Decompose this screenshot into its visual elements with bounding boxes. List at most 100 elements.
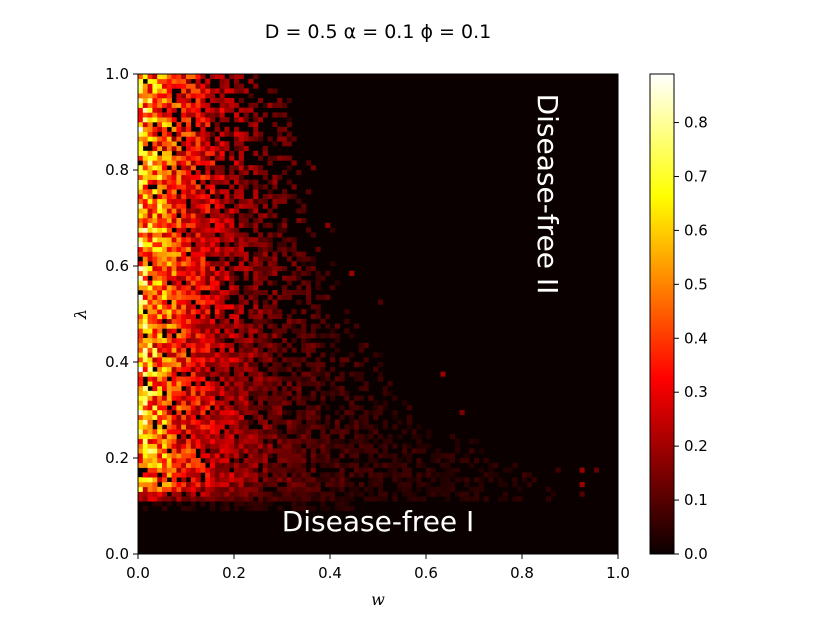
heatmap-cell — [430, 472, 436, 478]
heatmap-cell — [205, 251, 211, 257]
heatmap-cell — [210, 438, 216, 444]
heatmap-cell — [358, 342, 364, 348]
heatmap-cell — [138, 107, 144, 113]
heatmap-cell — [219, 266, 225, 272]
heatmap-cell — [181, 347, 187, 353]
heatmap-cell — [306, 405, 312, 411]
heatmap-cell — [406, 424, 412, 430]
heatmap-cell — [445, 467, 451, 473]
heatmap-cell — [210, 208, 216, 214]
heatmap-cell — [488, 477, 494, 483]
heatmap-cell — [296, 381, 302, 387]
heatmap-cell — [152, 174, 158, 180]
heatmap-cell — [286, 246, 292, 252]
heatmap-cell — [147, 266, 153, 272]
heatmap-cell — [330, 390, 336, 396]
heatmap-cell — [310, 165, 316, 171]
heatmap-cell — [186, 242, 192, 248]
heatmap-cell — [243, 467, 249, 473]
heatmap-cell — [310, 232, 316, 238]
heatmap-cell — [349, 410, 355, 416]
heatmap-cell — [416, 496, 422, 502]
heatmap-cell — [142, 496, 148, 502]
heatmap-cell — [219, 179, 225, 185]
heatmap-cell — [210, 328, 216, 334]
heatmap-cell — [219, 386, 225, 392]
heatmap-cell — [181, 462, 187, 468]
plot-frame — [137, 73, 619, 555]
chart-title: D = 0.5 α = 0.1 ϕ = 0.1 — [265, 21, 491, 43]
heatmap-cell — [301, 501, 307, 507]
heatmap-cell — [334, 376, 340, 382]
heatmap-cell — [162, 477, 168, 483]
heatmap-cell — [315, 486, 321, 492]
heatmap-cell — [277, 112, 283, 118]
heatmap-cell — [296, 458, 302, 464]
heatmap-cell — [195, 270, 201, 276]
heatmap-cell — [330, 328, 336, 334]
heatmap-cell — [344, 501, 350, 507]
heatmap-cell — [214, 136, 220, 142]
heatmap-cell — [267, 189, 273, 195]
heatmap-cell — [200, 333, 206, 339]
heatmap-cell — [243, 362, 249, 368]
heatmap-cell — [253, 218, 259, 224]
heatmap-cell — [579, 482, 585, 488]
heatmap-cell — [142, 290, 148, 296]
heatmap-cell — [219, 362, 225, 368]
heatmap-cell — [291, 237, 297, 243]
heatmap-cell — [147, 227, 153, 233]
heatmap-cell — [186, 386, 192, 392]
heatmap-cell — [512, 462, 518, 468]
heatmap-cell — [162, 208, 168, 214]
heatmap-cell — [301, 410, 307, 416]
heatmap-cell — [315, 371, 321, 377]
heatmap-cell — [162, 131, 168, 137]
heatmap-cell — [330, 429, 336, 435]
heatmap-cell — [368, 429, 374, 435]
heatmap-cell — [138, 386, 144, 392]
heatmap-cell — [195, 328, 201, 334]
heatmap-cell — [210, 218, 216, 224]
heatmap-cell — [229, 290, 235, 296]
heatmap-cell — [296, 472, 302, 478]
heatmap-cell — [402, 472, 408, 478]
heatmap-cell — [186, 88, 192, 94]
heatmap-cell — [152, 198, 158, 204]
heatmap-cell — [147, 448, 153, 454]
heatmap-cell — [330, 342, 336, 348]
heatmap-cell — [195, 400, 201, 406]
heatmap-cell — [147, 189, 153, 195]
heatmap-cell — [181, 285, 187, 291]
heatmap-cell — [306, 434, 312, 440]
heatmap-cell — [147, 371, 153, 377]
heatmap-cell — [219, 165, 225, 171]
heatmap-cell — [262, 170, 268, 176]
heatmap-cell — [157, 213, 163, 219]
heatmap-cell — [219, 237, 225, 243]
heatmap-cell — [176, 424, 182, 430]
heatmap-cell — [162, 112, 168, 118]
heatmap-cell — [243, 251, 249, 257]
heatmap-cell — [224, 83, 230, 89]
heatmap-cell — [166, 237, 172, 243]
heatmap-cell — [162, 93, 168, 99]
heatmap-cell — [157, 381, 163, 387]
heatmap-cell — [171, 366, 177, 372]
heatmap-cell — [238, 357, 244, 363]
heatmap-cell — [190, 453, 196, 459]
heatmap-cell — [291, 506, 297, 512]
heatmap-cell — [210, 462, 216, 468]
heatmap-cell — [142, 342, 148, 348]
heatmap-cell — [200, 390, 206, 396]
heatmap-cell — [493, 462, 499, 468]
heatmap-cell — [176, 155, 182, 161]
heatmap-cell — [282, 491, 288, 497]
heatmap-cell — [224, 242, 230, 248]
heatmap-cell — [176, 472, 182, 478]
heatmap-cell — [200, 438, 206, 444]
heatmap-cell — [272, 198, 278, 204]
heatmap-cell — [219, 227, 225, 233]
heatmap-cell — [258, 429, 264, 435]
heatmap-cell — [291, 395, 297, 401]
